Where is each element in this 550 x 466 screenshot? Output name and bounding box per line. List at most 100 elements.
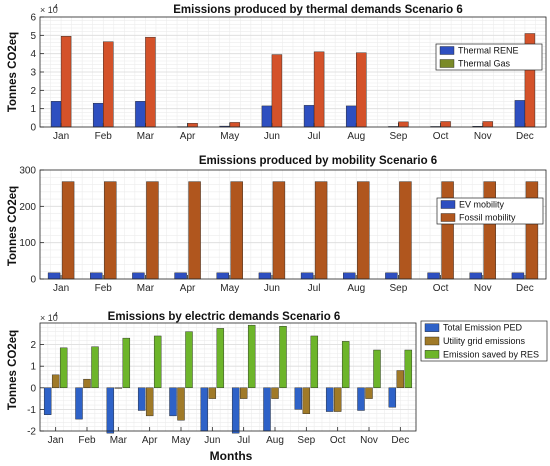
mobility-legend-label: EV mobility [459,200,505,210]
electric-x-tick-label: Oct [330,435,346,446]
mobility-x-tick-label: May [220,283,239,294]
thermal-chart-panel: Emissions produced by thermal demands Sc… [7,4,547,142]
mobility-bar [385,272,398,280]
mobility-bar [272,181,286,280]
electric-bar [247,324,256,389]
thermal-y-axis-label: Tonnes CO2eq [7,32,19,112]
electric-bar [59,347,68,388]
mobility-bar [300,272,314,280]
electric-bar [122,337,131,388]
thermal-bar [145,36,156,128]
thermal-legend: Thermal RENE Thermal Gas [435,43,543,71]
thermal-y-tick-label: 3 [30,68,36,79]
thermal-bar [440,121,451,128]
thermal-legend-swatch [439,46,455,55]
electric-x-tick-label: Feb [78,435,96,446]
electric-bar [43,387,52,415]
mobility-x-tick-label: Oct [433,283,449,294]
electric-bar [137,387,146,411]
electric-y-tick-label: 2 [30,340,36,351]
electric-x-tick-label: Nov [360,435,378,446]
electric-bar [404,349,413,388]
thermal-bar [398,121,409,128]
electric-legend-box [420,320,548,362]
thermal-legend-swatch [439,59,455,68]
thermal-bar [135,101,146,128]
electric-chart-panel: Emissions by electric demands Scenario 6… [7,311,548,463]
thermal-x-tick-label: May [220,131,239,142]
electric-bar [145,387,154,417]
electric-x-tick-label: Jun [204,435,220,446]
thermal-y-exponent-base: × 10 [40,5,58,15]
mobility-bar [47,272,61,280]
electric-bar [153,335,162,388]
thermal-bar [103,41,114,128]
thermal-x-tick-label: Dec [516,131,534,142]
mobility-x-tick-label: Jul [308,283,321,294]
mobility-x-tick-label: Jun [264,283,280,294]
thermal-x-tick-label: Feb [95,131,113,142]
electric-bar [231,387,240,434]
thermal-x-tick-label: Apr [180,131,196,142]
mobility-bar [132,272,145,280]
mobility-bar [469,272,482,280]
thermal-bar [514,100,526,128]
thermal-bar [93,102,104,128]
thermal-y-tick-label: 4 [30,49,36,60]
x-axis-label: Months [210,449,253,463]
thermal-bar [187,123,198,128]
thermal-y-tick-label: 1 [30,104,36,115]
electric-y-exponent-base: × 10 [40,313,58,323]
mobility-y-tick-label: 100 [19,238,36,249]
electric-x-tick-label: Jul [237,435,250,446]
thermal-bar [356,52,367,128]
thermal-bar [60,36,72,128]
electric-bar [341,341,350,388]
thermal-x-tick-label: Jun [264,131,280,142]
electric-bar [106,387,115,434]
thermal-x-tick-label: Oct [433,131,449,142]
electric-bar [302,387,311,414]
electric-x-tick-label: Jan [48,435,64,446]
electric-legend-swatch [424,336,440,346]
thermal-y-tick-label: 2 [30,86,36,97]
thermal-x-tick-label: Nov [474,131,492,142]
mobility-chart-panel: Emissions produced by mobility Scenario … [7,155,547,294]
thermal-x-tick-label: Sep [390,131,408,142]
mobility-bar [441,181,454,280]
mobility-y-tick-label: 0 [30,275,36,286]
electric-y-exponent-power: 4 [54,312,58,319]
thermal-bar [482,121,493,128]
electric-bar [51,374,60,388]
thermal-bar [50,101,62,128]
electric-chart-title: Emissions by electric demands Scenario 6 [108,311,341,323]
mobility-legend-swatch [440,213,456,222]
thermal-y-tick-label: 6 [30,13,36,24]
electric-legend-label: Emission saved by RES [443,349,539,359]
electric-bar [75,387,83,420]
electric-legend-label: Total Emission PED [443,323,523,333]
mobility-legend-label: Fossil mobility [459,213,516,223]
electric-y-tick-label: 1 [30,362,36,373]
thermal-legend-label: Thermal Gas [458,59,511,69]
mobility-bar [357,181,370,280]
electric-y-tick-label: -1 [27,405,36,416]
electric-bar [169,387,177,417]
mobility-y-tick-label: 200 [19,202,36,213]
thermal-bar [229,122,240,128]
electric-bar [271,387,279,399]
thermal-x-tick-label: Aug [347,131,365,142]
electric-x-tick-label: Sep [297,435,315,446]
electric-bar [83,378,91,389]
mobility-axes-box [39,169,547,280]
electric-y-axis-label: Tonnes CO2eq [7,330,19,410]
electric-bar [396,370,405,388]
mobility-bar [258,272,272,280]
thermal-bar [271,54,283,128]
mobility-bar [146,181,159,280]
thermal-x-tick-label: Mar [137,131,155,142]
electric-x-tick-label: Dec [391,435,409,446]
electric-legend-label: Utility grid emissions [443,336,526,346]
electric-y-tick-label: -2 [27,427,36,438]
